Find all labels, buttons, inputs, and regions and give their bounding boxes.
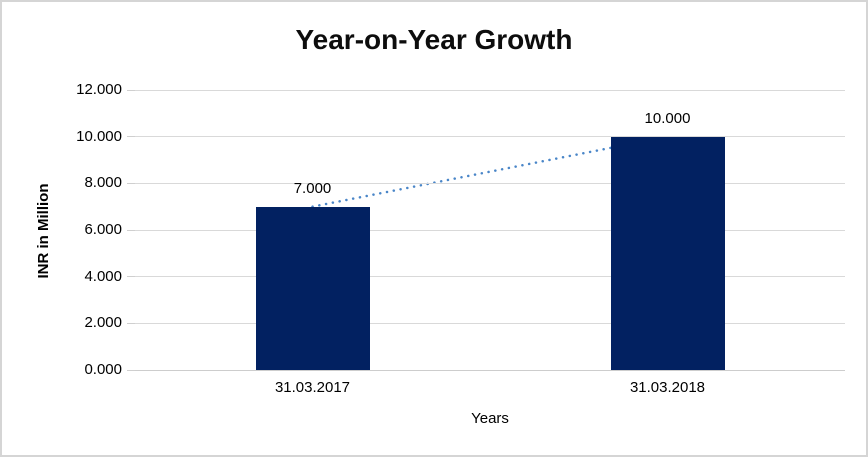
y-axis-tickmark: [127, 369, 135, 371]
y-axis-tickmark: [127, 89, 135, 91]
plot-area: 7.000 10.000: [127, 89, 845, 371]
y-axis-tick-label: 2.000: [84, 314, 122, 332]
data-label: 7.000: [293, 179, 332, 197]
gridline: [135, 229, 845, 231]
y-axis-tick-label: 12.000: [76, 81, 122, 98]
gridline: [135, 89, 845, 91]
x-axis-category-label: 31.03.2018: [629, 379, 706, 396]
y-axis-tickmark: [127, 229, 135, 231]
y-axis-tick-label: 10.000: [76, 127, 122, 145]
gridline: [135, 182, 845, 184]
y-axis-tick-label: 6.000: [84, 221, 122, 238]
y-axis-tickmark: [127, 276, 135, 278]
y-axis-tick-label: 4.000: [84, 267, 122, 285]
x-axis-line: [135, 369, 845, 371]
bar-31.03.2017: [255, 206, 370, 370]
bar-31.03.2018: [610, 136, 725, 370]
x-axis-category-label: 31.03.2017: [274, 379, 351, 396]
y-axis-tickmark: [127, 136, 135, 138]
y-axis-tick-label: 8.000: [84, 174, 122, 192]
y-axis-tick-labels: 0.000 2.000 4.000 6.000 8.000 10.000 12.000: [2, 81, 122, 378]
data-label: 10.000: [644, 109, 691, 127]
gridline: [135, 276, 845, 278]
gridline: [135, 136, 845, 138]
x-axis-title: Years: [471, 410, 509, 427]
gridline: [135, 322, 845, 324]
y-axis-tick-label: 0.000: [84, 361, 122, 378]
chart-title: Year-on-Year Growth: [295, 24, 573, 55]
y-axis-tickmark: [127, 322, 135, 324]
y-axis-tickmark: [127, 182, 135, 184]
